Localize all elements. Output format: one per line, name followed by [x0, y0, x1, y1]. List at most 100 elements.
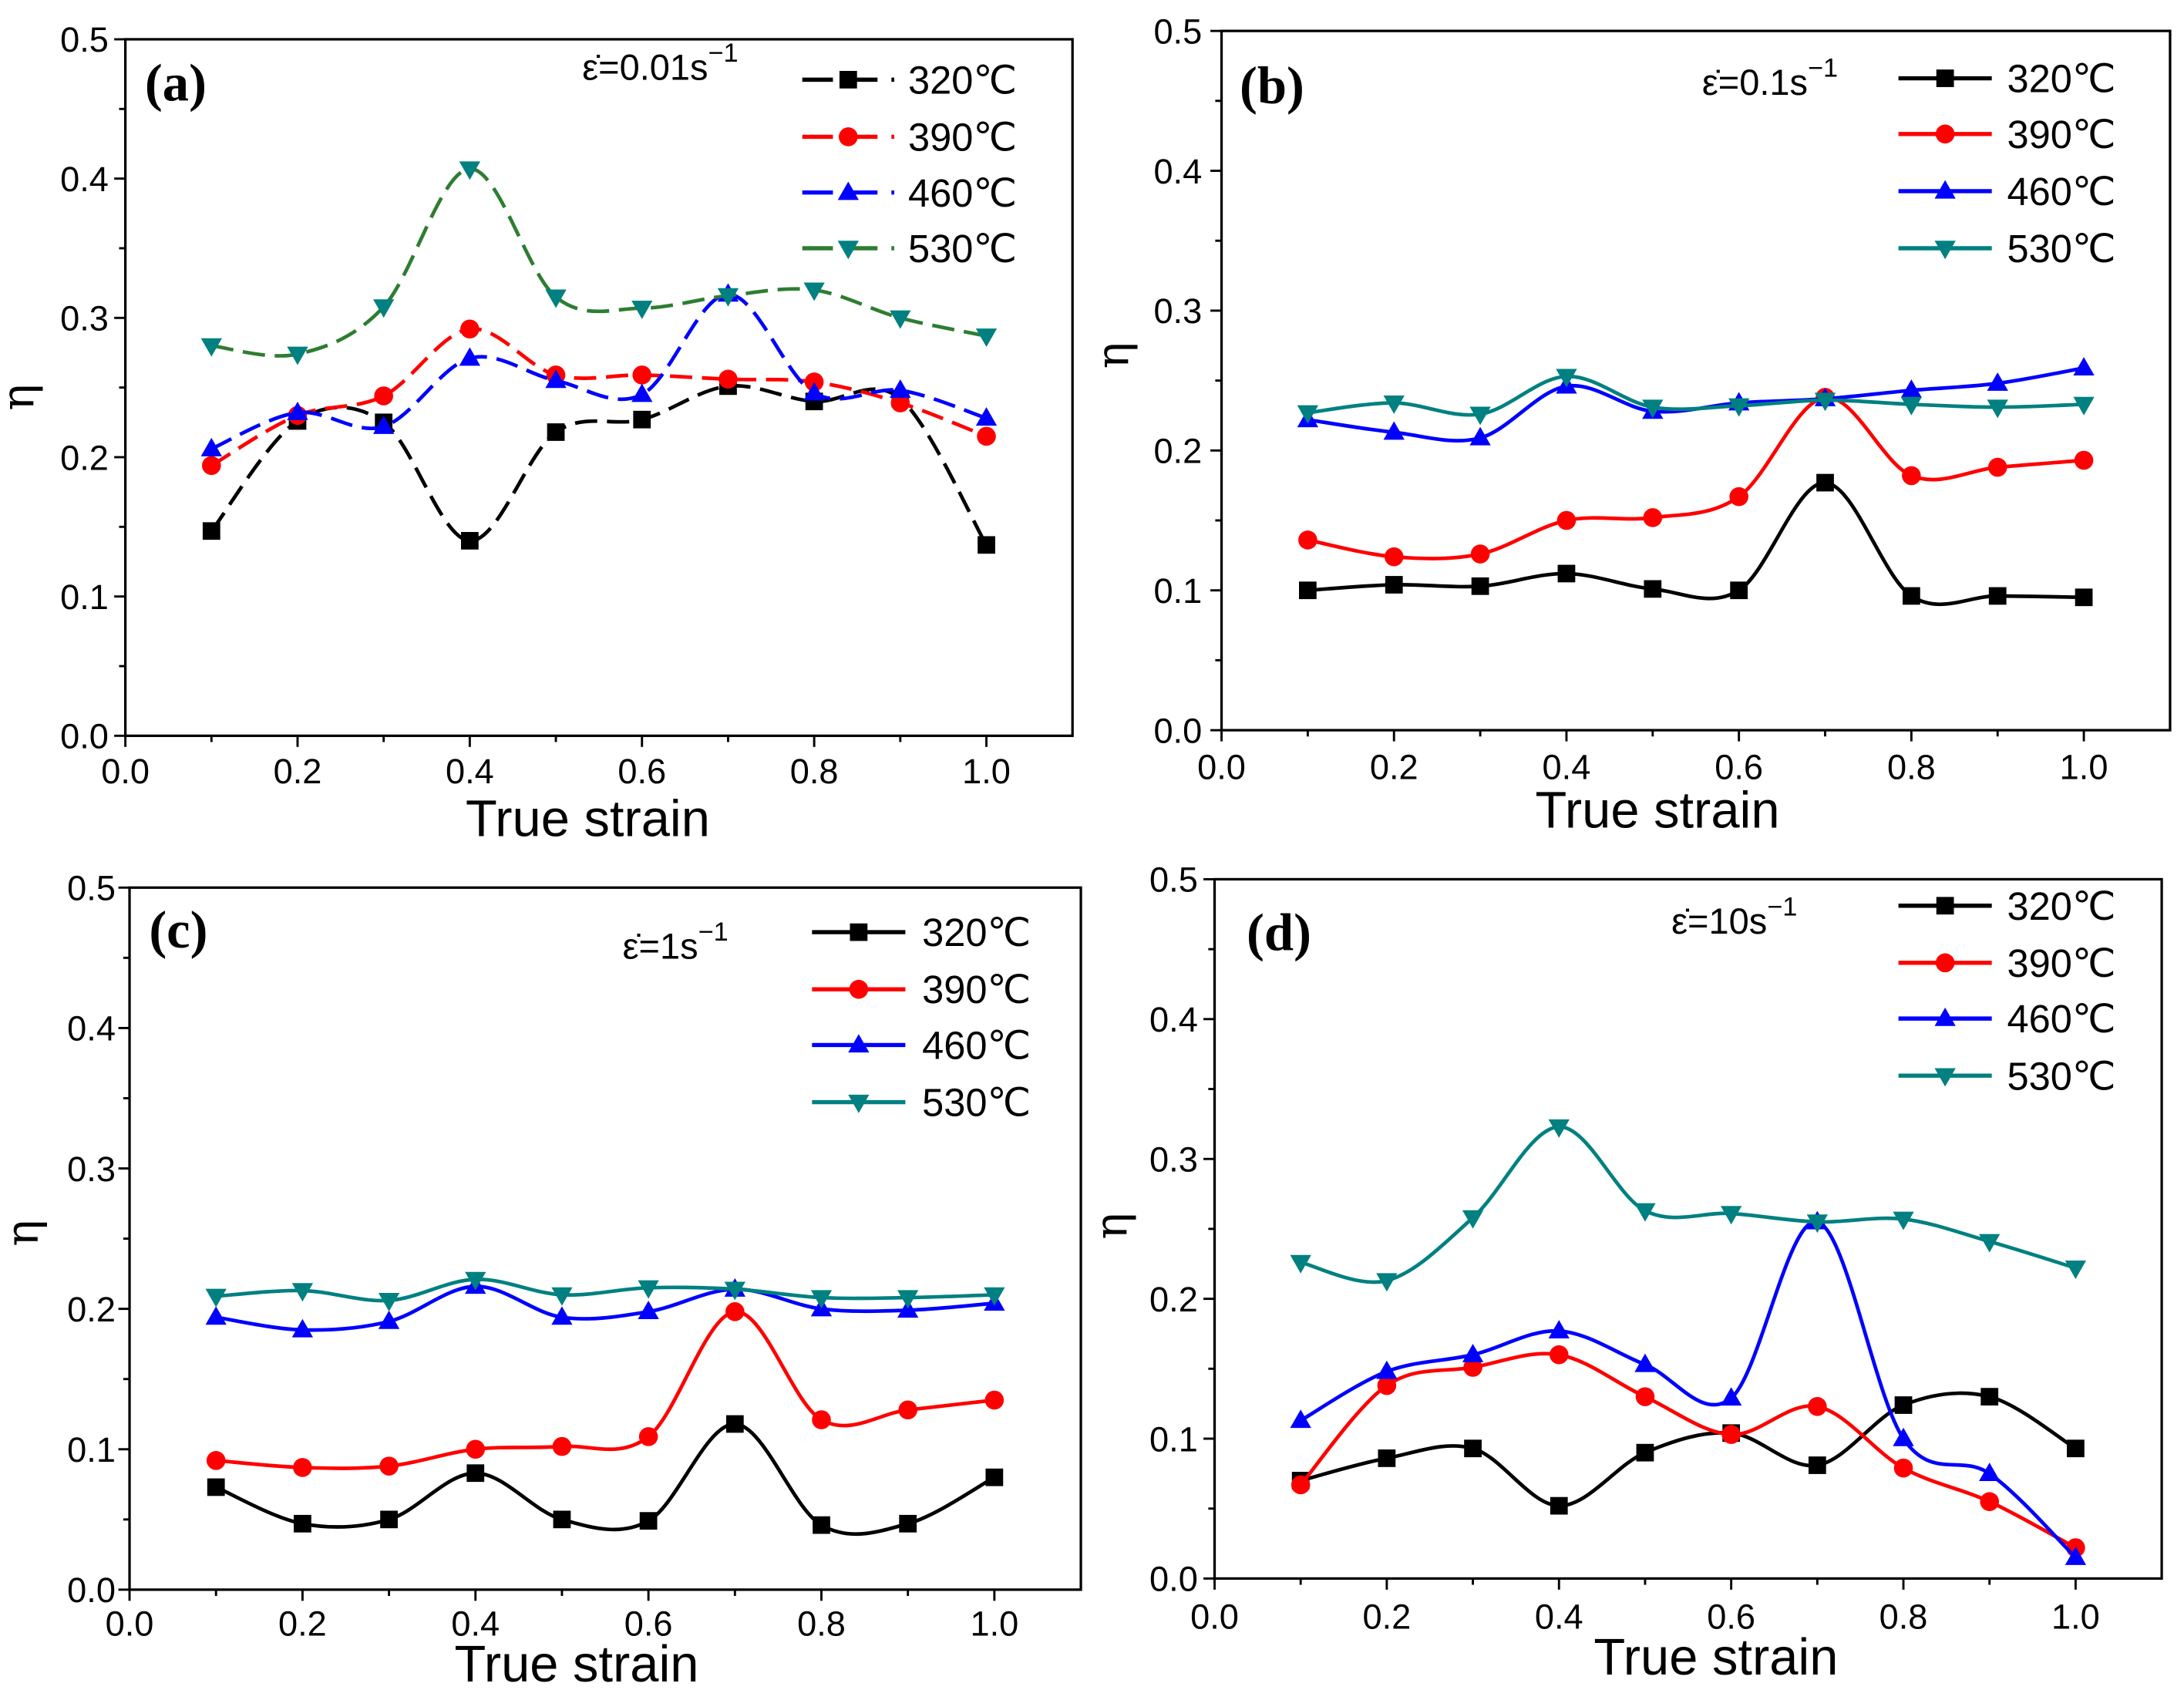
- data-point: [1557, 564, 1576, 583]
- data-point: [2073, 396, 2095, 416]
- strain-rate-label: ε̇=0.1s−1: [1702, 54, 1838, 103]
- x-tick-label: 0.0: [1197, 747, 1246, 786]
- legend-item: 460℃: [812, 1024, 1031, 1068]
- data-point: [1550, 1496, 1568, 1515]
- data-point: [984, 1287, 1005, 1306]
- data-point: [1291, 1475, 1311, 1495]
- legend-label: 320℃: [2007, 57, 2116, 101]
- strain-rate-exponent: −1: [1767, 892, 1797, 921]
- data-point: [1376, 1360, 1398, 1379]
- data-point: [984, 1390, 1005, 1410]
- x-tick-label: 0.2: [1362, 1597, 1411, 1636]
- data-point: [810, 1290, 833, 1309]
- legend-label: 390℃: [922, 968, 1031, 1012]
- data-point: [1462, 1343, 1484, 1362]
- data-point: [2065, 1261, 2087, 1279]
- data-point: [380, 1510, 398, 1529]
- data-point: [1469, 406, 1491, 426]
- y-tick-label: 0.4: [60, 160, 109, 199]
- data-point: [1385, 576, 1403, 594]
- data-point: [460, 532, 479, 550]
- y-tick-label: 0.3: [60, 299, 109, 338]
- x-tick-label: 0.6: [624, 1604, 673, 1644]
- legend-label: 530℃: [2007, 1054, 2116, 1098]
- x-tick-label: 1.0: [962, 752, 1011, 791]
- data-point: [1979, 1463, 2001, 1482]
- data-point: [1730, 581, 1748, 600]
- data-point: [977, 426, 996, 446]
- legend-label: 320℃: [2007, 884, 2116, 928]
- data-point: [890, 393, 910, 412]
- data-point: [466, 1464, 485, 1483]
- legend-marker: [1935, 953, 1955, 973]
- series-line: [1307, 374, 2085, 417]
- panel-label: (d): [1247, 904, 1311, 962]
- data-point: [291, 1283, 314, 1302]
- x-tick-label: 0.8: [790, 752, 839, 791]
- y-tick-label: 0.5: [1149, 860, 1198, 900]
- y-tick-label: 0.1: [1149, 1419, 1198, 1459]
- series-line: [216, 1278, 994, 1303]
- legend-marker: [1934, 241, 1956, 260]
- data-point: [1806, 1214, 1828, 1234]
- data-point: [1299, 581, 1317, 600]
- series-390: [202, 319, 996, 476]
- x-tick-label: 0.4: [451, 1604, 500, 1644]
- x-axis-title: True strain: [1536, 782, 1780, 840]
- x-tick-label: 0.2: [1370, 747, 1418, 786]
- data-point: [1378, 1449, 1396, 1467]
- data-point: [897, 1290, 919, 1309]
- data-point: [978, 536, 995, 554]
- data-point: [293, 1458, 312, 1477]
- data-point: [460, 319, 480, 339]
- series-line: [1300, 1220, 2078, 1559]
- panel-c: 0.0 0.2 0.4 0.6 0.8 1.0 0.0 0.1 0.2 0.3 0.4 0.5 True…: [0, 869, 1082, 1693]
- data-point: [718, 369, 738, 389]
- legend-marker: [1934, 1068, 1956, 1087]
- data-point: [551, 1287, 573, 1306]
- data-point: [1729, 486, 1748, 507]
- legend-marker: [850, 923, 868, 941]
- data-point: [638, 1301, 659, 1319]
- y-tick-label: 0.4: [1153, 152, 1202, 191]
- legend-marker: [848, 1034, 870, 1053]
- legend-label: 320℃: [908, 58, 1017, 102]
- x-tick-label: 0.4: [446, 752, 494, 791]
- data-point: [200, 338, 222, 357]
- data-point: [1471, 577, 1489, 595]
- series-line: [1307, 365, 2085, 443]
- data-point: [379, 1456, 399, 1476]
- series-line: [216, 1309, 995, 1470]
- strain-rate-base: ε̇=0.01s: [582, 46, 708, 87]
- series-line: [1300, 1391, 2077, 1508]
- legend-marker: [837, 181, 859, 200]
- series-460: [1297, 357, 2095, 446]
- data-point: [1548, 1119, 1570, 1138]
- data-point: [1298, 530, 1317, 550]
- data-point: [1900, 379, 1923, 398]
- data-point: [206, 1451, 226, 1470]
- data-point: [725, 1415, 744, 1433]
- data-point: [804, 372, 824, 392]
- data-point: [2073, 357, 2095, 375]
- data-point: [1549, 1345, 1569, 1365]
- data-point: [813, 1516, 830, 1534]
- legend-marker: [1934, 1007, 1956, 1026]
- data-point: [898, 1400, 917, 1420]
- data-point: [1979, 1234, 2001, 1253]
- data-point: [1808, 1397, 1827, 1416]
- series-line: [1307, 480, 2085, 607]
- data-point: [1377, 1375, 1397, 1395]
- panel-b: 0.0 0.2 0.4 0.6 0.8 1.0 0.0 0.1 0.2 0.3 0.4 0.5 True…: [1086, 12, 2172, 840]
- strain-rate-label: ε̇=1s−1: [623, 917, 729, 966]
- panel-label: (c): [149, 900, 207, 959]
- data-point: [459, 347, 481, 366]
- data-point: [1636, 1443, 1654, 1462]
- panel-label: (a): [145, 53, 207, 112]
- legend-item: 460℃: [1898, 997, 2116, 1041]
- series-line: [1307, 396, 2085, 560]
- legend-label: 390℃: [2007, 113, 2116, 157]
- legend-item: 320℃: [1898, 884, 2116, 928]
- x-tick-label: 0.6: [1715, 747, 1763, 786]
- legend-item: 320℃: [802, 58, 1017, 102]
